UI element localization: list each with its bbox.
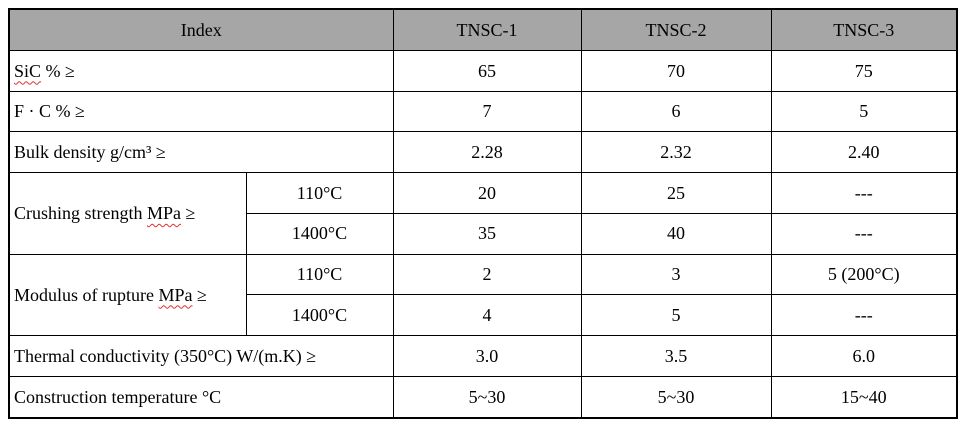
subrow-label-crushing-1400: 1400°C <box>245 212 394 255</box>
cell-thermal-tnsc1: 3.0 <box>392 335 582 377</box>
header-cell-tnsc1: TNSC-1 <box>392 8 582 51</box>
header-cell-tnsc3: TNSC-3 <box>770 8 958 51</box>
row-label-text: ≥ <box>192 284 207 305</box>
product-spec-table: Index TNSC-1 TNSC-2 TNSC-3 SiC % ≥ 65 70… <box>8 8 959 419</box>
cell-sic-tnsc3: 75 <box>770 50 958 92</box>
subrow-label-modulus-110: 110°C <box>245 253 394 296</box>
subrow-label-crushing-110: 110°C <box>245 172 394 214</box>
cell-sic-tnsc2: 70 <box>580 50 772 92</box>
misspelled-word: MPa <box>158 284 193 305</box>
row-label-text: % ≥ <box>41 60 75 81</box>
cell-bulk-tnsc1: 2.28 <box>392 131 582 174</box>
cell-crushing-1400-tnsc3: --- <box>770 212 958 255</box>
table-header-row: Index TNSC-1 TNSC-2 TNSC-3 <box>8 8 958 51</box>
cell-bulk-tnsc3: 2.40 <box>770 131 958 174</box>
table-row-thermal-conductivity: Thermal conductivity (350°C) W/(m.K) ≥ 3… <box>8 335 958 377</box>
cell-modulus-110-tnsc1: 2 <box>392 253 582 296</box>
cell-fc-tnsc3: 5 <box>770 90 958 133</box>
cell-crushing-1400-tnsc2: 40 <box>580 212 772 255</box>
table-row-sic: SiC % ≥ 65 70 75 <box>8 50 958 92</box>
table-row-crushing-110: Crushing strength MPa ≥ 110°C 20 25 --- <box>8 172 958 255</box>
row-label-text: ≥ <box>181 203 196 224</box>
cell-sic-tnsc1: 65 <box>392 50 582 92</box>
cell-construction-tnsc2: 5~30 <box>580 375 772 419</box>
row-label-crushing-strength: Crushing strength MPa ≥ <box>8 172 247 255</box>
row-label-thermal-conductivity: Thermal conductivity (350°C) W/(m.K) ≥ <box>8 335 394 377</box>
misspelled-word: SiC <box>14 60 42 81</box>
table-row-bulk-density: Bulk density g/cm³ ≥ 2.28 2.32 2.40 <box>8 131 958 174</box>
cell-thermal-tnsc2: 3.5 <box>580 335 772 377</box>
table-row-construction-temperature: Construction temperature °C 5~30 5~30 15… <box>8 375 958 419</box>
cell-crushing-110-tnsc3: --- <box>770 172 958 214</box>
table-row-crushing-1400: 1400°C 35 40 --- <box>9 212 958 255</box>
cell-modulus-1400-tnsc1: 4 <box>392 294 582 337</box>
row-label-text: Crushing strength <box>14 203 147 224</box>
cell-thermal-tnsc3: 6.0 <box>770 335 958 377</box>
cell-construction-tnsc3: 15~40 <box>770 375 958 419</box>
header-cell-tnsc2: TNSC-2 <box>580 8 772 51</box>
subrow-label-modulus-1400: 1400°C <box>245 294 394 337</box>
cell-modulus-110-tnsc2: 3 <box>580 253 772 296</box>
cell-crushing-110-tnsc1: 20 <box>392 172 582 214</box>
cell-modulus-1400-tnsc3: --- <box>770 294 958 337</box>
cell-modulus-1400-tnsc2: 5 <box>580 294 772 337</box>
row-label-text: Modulus of rupture <box>14 284 159 305</box>
row-label-bulk-density: Bulk density g/cm³ ≥ <box>8 131 394 174</box>
header-cell-index: Index <box>8 8 394 51</box>
table-row-fc: F · C % ≥ 7 6 5 <box>8 90 958 133</box>
cell-bulk-tnsc2: 2.32 <box>580 131 772 174</box>
cell-construction-tnsc1: 5~30 <box>392 375 582 419</box>
row-label-construction-temperature: Construction temperature °C <box>8 375 394 419</box>
table-row-modulus-110: Modulus of rupture MPa ≥ 110°C 2 3 5 (20… <box>8 253 958 337</box>
row-label-sic: SiC % ≥ <box>8 50 394 92</box>
cell-crushing-1400-tnsc1: 35 <box>392 212 582 255</box>
cell-crushing-110-tnsc2: 25 <box>580 172 772 214</box>
table-row-modulus-1400: 1400°C 4 5 --- <box>9 294 958 337</box>
row-label-fc: F · C % ≥ <box>8 90 394 133</box>
cell-fc-tnsc2: 6 <box>580 90 772 133</box>
row-label-modulus-of-rupture: Modulus of rupture MPa ≥ <box>8 253 247 337</box>
cell-fc-tnsc1: 7 <box>392 90 582 133</box>
cell-modulus-110-tnsc3: 5 (200°C) <box>770 253 958 296</box>
misspelled-word: MPa <box>147 203 182 224</box>
